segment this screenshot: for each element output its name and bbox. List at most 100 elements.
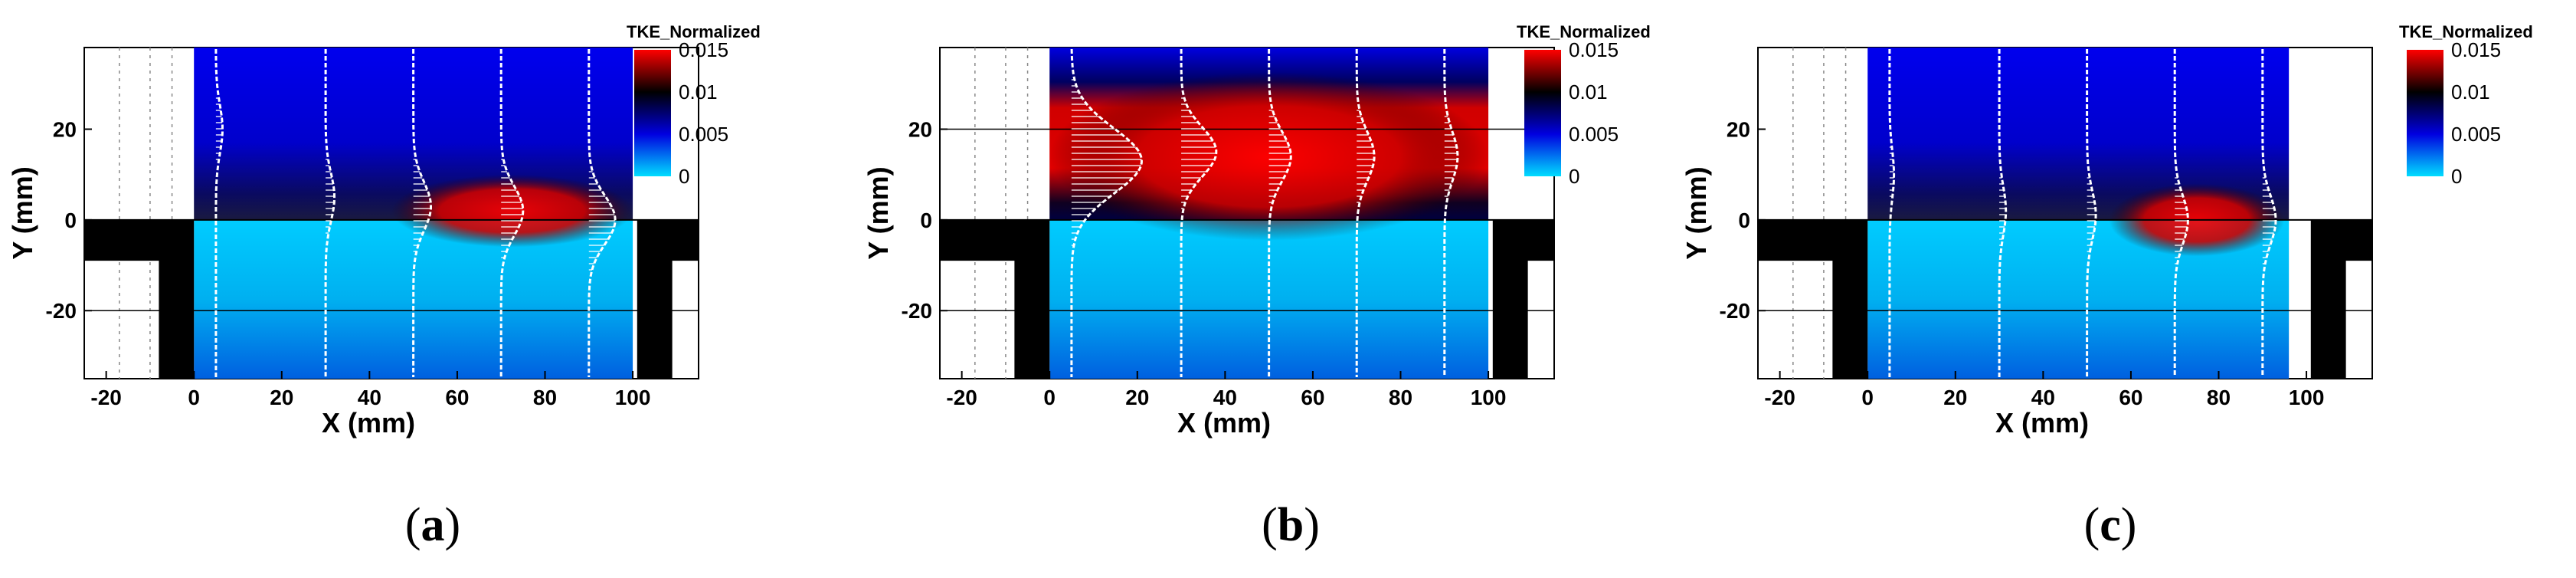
- profile-curve: [1443, 49, 1459, 377]
- tke-profile-line: [214, 49, 224, 377]
- tke-profile-line: [2261, 49, 2277, 377]
- high-tke-region: [391, 174, 633, 248]
- x-tick-label: -20: [90, 386, 121, 409]
- caption-b: (b): [1214, 498, 1367, 553]
- profile-curve: [1355, 49, 1376, 377]
- colorbar: [1524, 50, 1561, 176]
- x-axis-label: X (mm): [1177, 407, 1271, 438]
- profile-curve: [588, 49, 617, 377]
- x-tick-label: 0: [188, 386, 200, 409]
- colorbar-tick-label: 0.015: [1569, 38, 1619, 61]
- x-tick-label: 20: [1943, 386, 1967, 409]
- profile-curve: [1180, 49, 1218, 377]
- x-tick-label: 20: [270, 386, 293, 409]
- x-tick-label: 40: [2031, 386, 2055, 409]
- caption-a-open: (: [404, 499, 421, 551]
- tke-profile-line: [588, 49, 617, 377]
- colorbar-tick-label: 0.01: [2451, 80, 2490, 103]
- downstream-step: [2310, 219, 2372, 379]
- colorbar-tick-label: 0.005: [679, 123, 728, 146]
- tke-profile-line: [1888, 49, 1896, 377]
- x-tick-label: -20: [946, 386, 977, 409]
- colorbar-tick-label: 0.015: [2451, 38, 2501, 61]
- caption-b-letter: b: [1277, 499, 1304, 551]
- tke-profile-line: [499, 49, 525, 377]
- tke-profile-line: [2173, 49, 2189, 377]
- colorbar-tick-label: 0.015: [679, 38, 728, 61]
- profile-curve: [2173, 49, 2189, 377]
- x-tick-label: 20: [1125, 386, 1149, 409]
- tke-profile-line: [412, 49, 432, 377]
- tke-profile-line: [1443, 49, 1459, 377]
- colorbar-title: TKE_Normalized: [627, 22, 761, 41]
- y-tick-label: 20: [908, 118, 932, 142]
- x-tick-label: 0: [1861, 386, 1874, 409]
- y-tick-label: 20: [1727, 118, 1750, 142]
- tke-profile-line: [2086, 49, 2097, 377]
- caption-c: (c): [2034, 498, 2187, 553]
- profile-curve: [412, 49, 432, 377]
- x-tick-label: 40: [1213, 386, 1237, 409]
- colorbar-tick-label: 0: [1569, 165, 1579, 188]
- caption-b-close: ): [1304, 499, 1320, 551]
- x-tick-label: 60: [1301, 386, 1324, 409]
- y-tick-label: -20: [46, 299, 77, 323]
- y-tick-label: -20: [902, 299, 932, 323]
- tke-profile-line: [324, 49, 336, 377]
- colorbar-tick-label: 0.01: [1569, 80, 1608, 103]
- x-tick-label: -20: [1764, 386, 1795, 409]
- y-tick-label: -20: [1720, 299, 1750, 323]
- caption-a-letter: a: [421, 499, 445, 551]
- caption-a-close: ): [444, 499, 461, 551]
- upstream-step: [84, 219, 195, 379]
- colorbar-tick-label: 0.01: [679, 80, 718, 103]
- y-axis-label: Y (mm): [1681, 166, 1712, 259]
- colorbar-tick-label: 0: [679, 165, 689, 188]
- chart-panel-a: -20 0 20 40 60 80 100 -20 0 20 X (mm) Y (mm) TKE_Nor…: [7, 22, 761, 438]
- high-tke-region: [1049, 72, 1489, 241]
- tke-profile-line: [1998, 49, 2008, 377]
- colorbar-title: TKE_Normalized: [2399, 22, 2533, 41]
- tke-profile-line: [1268, 49, 1292, 377]
- y-axis-label: Y (mm): [862, 166, 894, 259]
- x-tick-label: 60: [445, 386, 469, 409]
- y-axis-label: Y (mm): [7, 166, 38, 259]
- x-tick-label: 100: [615, 386, 651, 409]
- y-tick-label: 0: [920, 209, 932, 232]
- y-tick-label: 20: [53, 118, 77, 142]
- caption-c-close: ): [2120, 499, 2137, 551]
- colorbar-tick-label: 0.005: [2451, 123, 2501, 146]
- x-tick-label: 100: [2289, 386, 2325, 409]
- upstream-step: [940, 219, 1050, 379]
- x-tick-label: 40: [358, 386, 381, 409]
- colorbar-tick-label: 0: [2451, 165, 2462, 188]
- tke-profile-line: [1180, 49, 1218, 377]
- caption-b-open: (: [1262, 499, 1278, 551]
- x-axis-label: X (mm): [1995, 407, 2089, 438]
- x-tick-label: 60: [2119, 386, 2142, 409]
- caption-c-open: (: [2083, 499, 2100, 551]
- x-tick-label: 100: [1471, 386, 1507, 409]
- tke-profile-line: [1070, 48, 1143, 377]
- x-axis-label: X (mm): [322, 407, 415, 438]
- x-tick-label: 0: [1043, 386, 1056, 409]
- x-tick-label: 80: [1389, 386, 1412, 409]
- profile-curve: [2261, 49, 2277, 377]
- chart-panel-c: -20 0 20 40 60 80 100 -20 0 20 X (mm) Y (mm) TKE_Nor…: [1681, 22, 2533, 438]
- downstream-step: [1492, 219, 1554, 379]
- colorbar: [2407, 50, 2443, 176]
- x-tick-label: 80: [2207, 386, 2231, 409]
- upstream-step: [1758, 219, 1868, 379]
- colorbar-title: TKE_Normalized: [1517, 22, 1651, 41]
- profile-curve: [1070, 48, 1143, 377]
- y-tick-label: 0: [64, 209, 77, 232]
- y-tick-label: 0: [1738, 209, 1750, 232]
- caption-c-letter: c: [2100, 499, 2121, 551]
- downstream-step: [637, 219, 699, 379]
- profile-curve: [499, 49, 525, 377]
- chart-panel-b: -20 0 20 40 60 80 100 -20 0 20 X (mm) Y (mm) TKE_Nor…: [862, 22, 1651, 438]
- colorbar: [634, 50, 671, 176]
- caption-a: (a): [356, 498, 509, 553]
- x-tick-label: 80: [533, 386, 557, 409]
